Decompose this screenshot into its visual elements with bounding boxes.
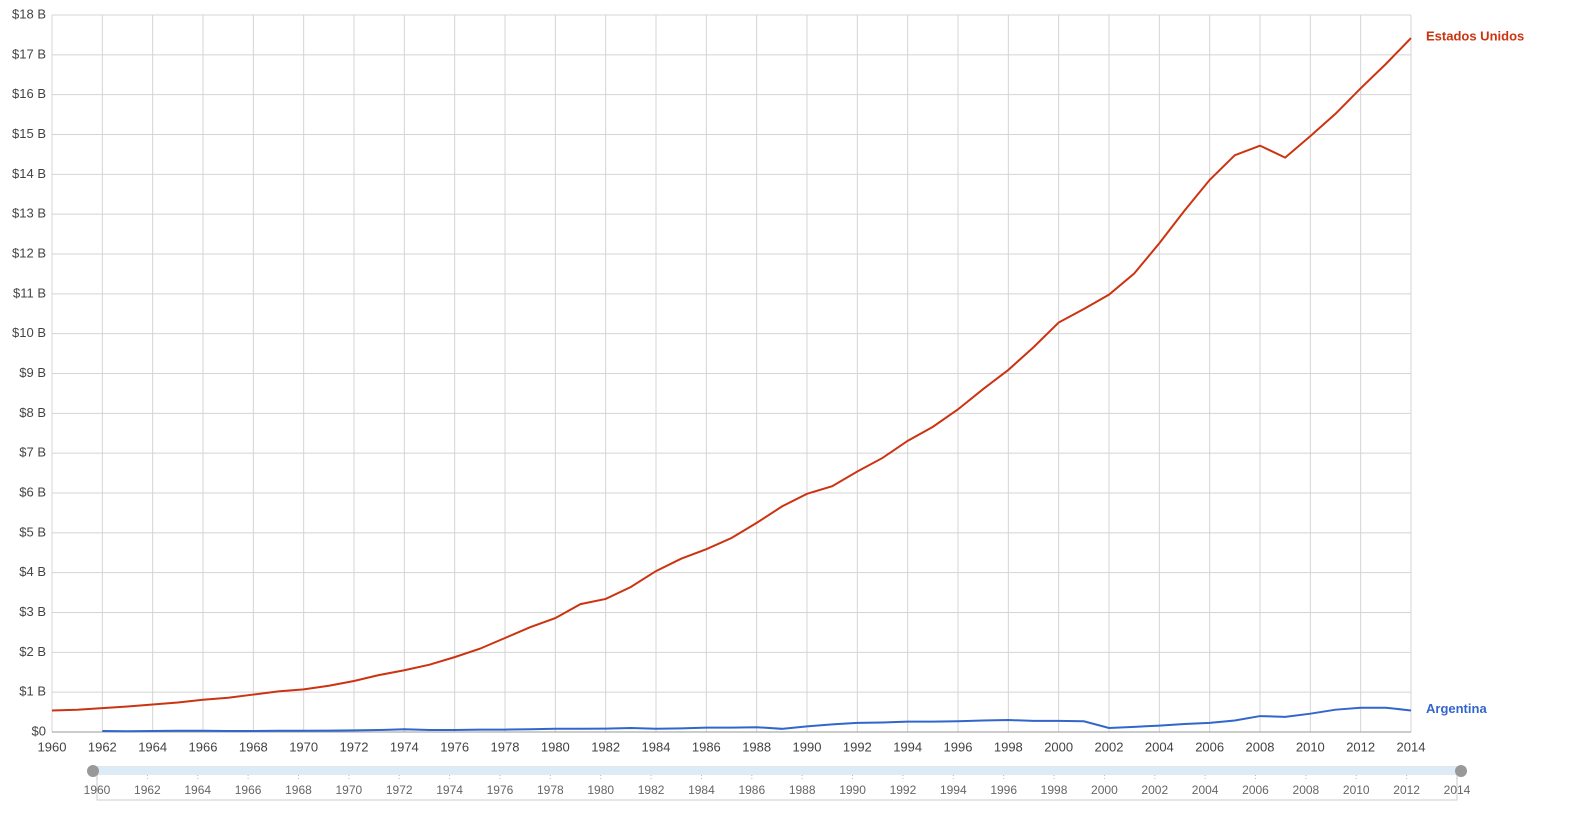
x-tick-label: 2000 [1044,739,1073,754]
range-label: 1994 [940,783,967,797]
x-tick-label: 2008 [1246,739,1275,754]
legend-label: Estados Unidos [1426,29,1524,44]
y-tick-label: $2 B [19,644,46,659]
range-label: 1962 [134,783,161,797]
range-handle-left[interactable] [87,765,99,777]
x-tick-label: 2014 [1397,739,1426,754]
x-tick-label: 1970 [289,739,318,754]
range-label: 1988 [789,783,816,797]
y-tick-label: $8 B [19,405,46,420]
y-tick-label: $17 B [12,46,46,61]
legend-label: Argentina [1426,701,1487,716]
x-tick-label: 1978 [491,739,520,754]
range-label: 1970 [336,783,363,797]
range-label: 1980 [587,783,614,797]
y-tick-label: $9 B [19,365,46,380]
y-tick-label: $4 B [19,564,46,579]
x-tick-label: 1986 [692,739,721,754]
y-tick-label: $13 B [12,206,46,221]
y-tick-label: $18 B [12,6,46,21]
range-label: 1968 [285,783,312,797]
y-tick-label: $16 B [12,86,46,101]
y-tick-label: $15 B [12,126,46,141]
range-handle-right[interactable] [1455,765,1467,777]
range-label: 1978 [537,783,564,797]
y-tick-label: $14 B [12,166,46,181]
range-label: 1972 [386,783,413,797]
x-tick-label: 1990 [793,739,822,754]
x-tick-label: 1998 [994,739,1023,754]
x-tick-label: 1972 [340,739,369,754]
range-label: 1996 [990,783,1017,797]
x-tick-label: 1992 [843,739,872,754]
series-line [102,706,1412,733]
x-tick-label: 1996 [944,739,973,754]
range-label: 1966 [235,783,262,797]
x-tick-label: 2006 [1195,739,1224,754]
range-label: 2002 [1141,783,1168,797]
y-tick-label: $1 B [19,684,46,699]
range-label: 1984 [688,783,715,797]
x-tick-label: 1966 [189,739,218,754]
x-tick-label: 1980 [541,739,570,754]
range-label: 2006 [1242,783,1269,797]
x-tick-label: 1968 [239,739,268,754]
range-label: 2014 [1444,783,1471,797]
x-tick-label: 2010 [1296,739,1325,754]
range-label: 1986 [738,783,765,797]
x-tick-label: 1964 [138,739,167,754]
series-line [51,37,1412,712]
range-label: 2012 [1393,783,1420,797]
range-label: 1960 [84,783,111,797]
x-tick-label: 1962 [88,739,117,754]
y-tick-label: $6 B [19,484,46,499]
y-tick-label: $0 [32,723,46,738]
range-label: 1990 [839,783,866,797]
x-tick-label: 2004 [1145,739,1174,754]
x-tick-label: 1988 [742,739,771,754]
range-label: 2000 [1091,783,1118,797]
range-label: 1992 [890,783,917,797]
y-tick-label: $7 B [19,445,46,460]
range-label: 2010 [1343,783,1370,797]
x-tick-label: 1984 [642,739,671,754]
x-tick-label: 1974 [390,739,419,754]
x-tick-label: 2012 [1346,739,1375,754]
x-tick-label: 2002 [1095,739,1124,754]
plot-grid [51,14,1412,733]
y-tick-label: $10 B [12,325,46,340]
range-label: 1998 [1041,783,1068,797]
y-tick-label: $12 B [12,245,46,260]
range-selector-track [97,767,1457,775]
range-label: 1964 [184,783,211,797]
x-tick-label: 1982 [591,739,620,754]
range-label: 1976 [487,783,514,797]
range-label: 1974 [436,783,463,797]
y-tick-label: $3 B [19,604,46,619]
x-tick-label: 1976 [440,739,469,754]
x-tick-label: 1994 [893,739,922,754]
y-tick-label: $11 B [13,285,46,300]
y-tick-label: $5 B [19,524,46,539]
range-label: 2004 [1192,783,1219,797]
range-label: 1982 [638,783,665,797]
range-label: 2008 [1293,783,1320,797]
x-tick-label: 1960 [38,739,67,754]
